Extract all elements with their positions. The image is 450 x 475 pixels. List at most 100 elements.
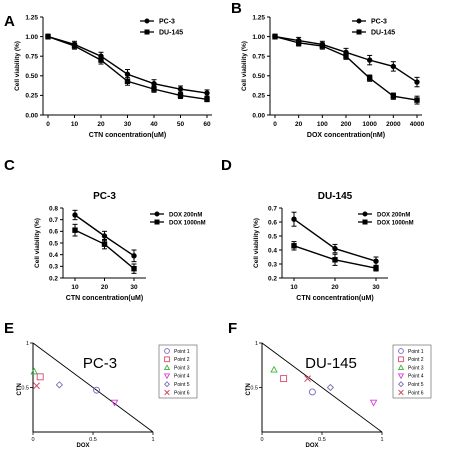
legend-marker [164,348,170,354]
data-point [280,375,288,383]
plots-layer: 0.000.250.500.751.001.250 10 20 30 40 50 60CTN… [14,14,432,449]
data-point [373,265,379,271]
y-tick-label: 0.5 [21,386,29,392]
data-point [72,212,78,218]
legend-label: PC-3 [371,19,387,26]
data-point [308,388,316,396]
legend-label: Point 1 [174,349,190,355]
chart-e: 0 0.5 1 0.5 1 DOX CTN PC-3 Point 1 Point 2 Point 3… [17,341,198,449]
y-tick-label: 0.3 [49,264,58,271]
series-point-4: Point 4 [369,373,424,407]
legend-box [158,344,198,399]
additivity-line [32,342,154,433]
y-tick-label: 0.6 [268,219,277,226]
x-tick-label: 1 [380,437,383,443]
legend-marker [144,18,150,24]
y-tick-label: 1 [255,341,258,347]
data-point [177,86,184,92]
x-axis-label: CTN concentration(uM) [296,295,373,302]
data-point [366,75,373,81]
x-tick-label: 10 [71,284,79,291]
data-point [124,71,131,77]
legend-label: Point 3 [408,365,424,371]
series-point-2: Point 2 [36,356,190,381]
y-tick-label: 0.4 [268,247,277,254]
x-tick-label: 0 [46,121,50,128]
chart-f: 0 0.5 1 0.5 1 DOX CTN DU-145 Point 1 Point 2 Point… [246,341,432,449]
panel-letter-f: F [228,320,237,337]
x-tick-label: 20 [97,121,105,128]
data-point [204,90,210,96]
legend-box [392,344,432,399]
legend-marker [397,364,405,370]
data-point [30,367,38,375]
legend-label: PC-3 [159,19,175,26]
series-point-4: Point 4 [110,373,190,407]
chart-title: DU-145 [305,355,357,372]
y-tick-label: 1.00 [25,34,38,41]
data-point [366,57,373,63]
series-point-6: Point 6 [33,382,190,396]
x-tick-label: 0.5 [89,437,97,443]
legend-label: DU-145 [159,30,183,37]
y-axis-label: CTN [17,383,23,395]
data-point [131,265,137,272]
y-axis-label: Cell viability (%) [253,218,260,268]
y-tick-label: 0.5 [49,240,58,247]
data-point [71,43,78,49]
data-point [124,78,131,84]
x-axis-label: DOX [76,443,89,449]
series-point-3: Point 3 [30,364,190,375]
legend-label: DU-145 [371,30,395,37]
legend-label: Point 6 [408,390,424,396]
legend-label: Point 2 [174,357,190,363]
x-tick-label: 30 [124,121,132,128]
y-tick-label: 0.5 [268,233,277,240]
data-point [390,93,397,99]
legend-label: DOX 200nM [377,213,410,219]
x-tick-label: 1000 [362,121,377,128]
series-du-145: DU-145 [272,29,420,105]
series-point-1: Point 1 [93,348,190,394]
x-tick-label: 1 [151,437,154,443]
data-point [131,253,137,259]
legend-label: Point 3 [174,365,190,371]
y-tick-label: 1 [26,341,29,347]
legend-marker [398,389,404,396]
y-tick-label: 1.00 [252,34,265,41]
legend-marker [362,219,368,225]
x-tick-label: 2000 [386,121,401,128]
data-point [304,375,311,382]
chart-c: 0.2 0.3 0.4 0.5 0.6 0.7 0.8 10 20 30 CTN concentra… [34,191,206,302]
data-point [390,63,397,70]
panel-letter-d: D [221,157,232,174]
data-point [72,227,78,233]
data-point [295,40,302,46]
data-point [369,399,378,407]
legend-label: Point 5 [174,382,190,388]
x-axis-label: DOX concentration(nM) [307,132,385,139]
x-tick-label: 50 [177,121,185,128]
x-tick-label: 20 [331,284,339,291]
legend-label: DOX 200nM [169,213,202,219]
x-tick-label: 10 [290,284,298,291]
legend-marker [397,381,405,388]
x-tick-label: 4000 [410,121,425,128]
x-tick-label: 100 [317,121,328,128]
legend-marker [154,211,160,217]
legend-marker [163,373,171,380]
x-axis-label: CTN concentration(uM) [89,132,166,139]
data-point [326,383,335,392]
x-tick-label: 20 [295,121,303,128]
legend-label: DOX 1000nM [169,221,206,227]
y-tick-label: 1.25 [25,14,38,21]
y-tick-label: 0.50 [25,73,38,80]
x-tick-label: 200 [341,121,352,128]
y-tick-label: 0.7 [268,205,277,212]
legend-marker [397,373,405,380]
x-axis-label: DOX [305,443,318,449]
y-tick-label: 0.2 [49,275,58,282]
y-tick-label: 0.25 [25,93,38,100]
y-tick-label: 1.25 [252,14,265,21]
